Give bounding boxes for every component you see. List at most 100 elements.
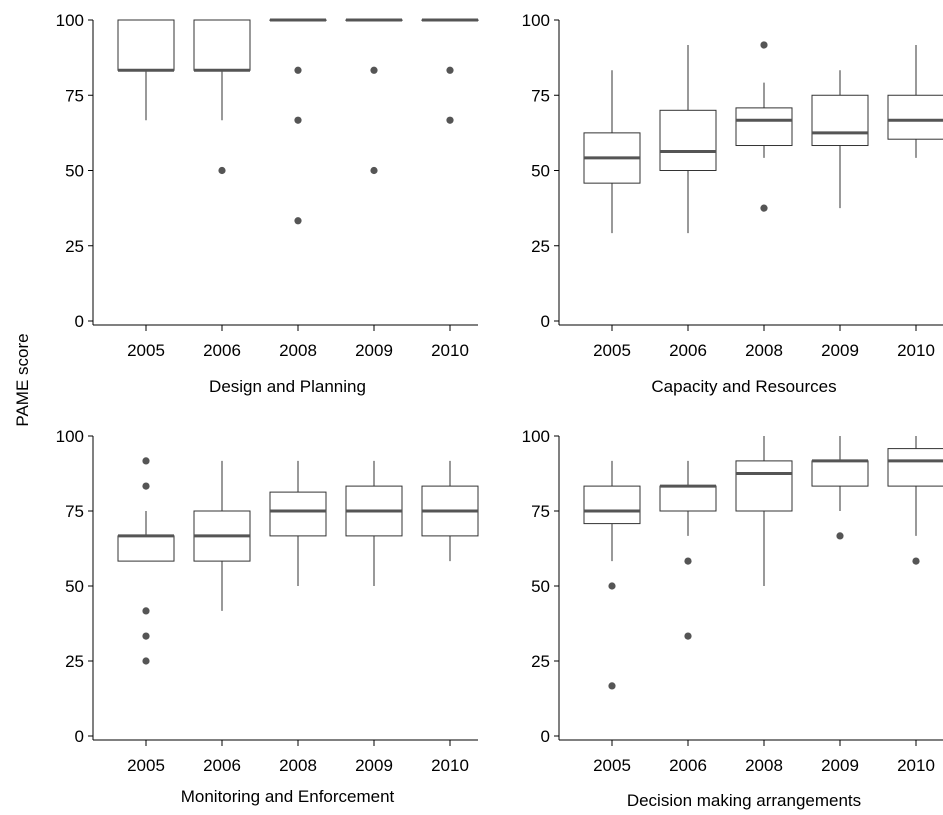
x-tick-label: 2008 bbox=[745, 756, 783, 775]
x-axis-label: Monitoring and Enforcement bbox=[181, 787, 395, 806]
outlier-point bbox=[294, 217, 302, 225]
outlier-point bbox=[684, 557, 692, 565]
iqr-box bbox=[887, 94, 943, 140]
iqr-box bbox=[117, 535, 175, 562]
y-tick-label: 0 bbox=[75, 727, 84, 746]
x-tick-label: 2005 bbox=[127, 341, 165, 360]
x-tick-label: 2008 bbox=[279, 341, 317, 360]
x-tick-label: 2009 bbox=[355, 756, 393, 775]
x-tick-label: 2006 bbox=[203, 341, 241, 360]
outlier-point bbox=[608, 682, 616, 690]
y-tick-label: 75 bbox=[531, 86, 550, 105]
box-2005: 2005 bbox=[583, 70, 641, 360]
y-tick-label: 0 bbox=[541, 312, 550, 331]
y-tick-label: 25 bbox=[531, 652, 550, 671]
y-tick-label: 50 bbox=[65, 577, 84, 596]
x-tick-label: 2009 bbox=[821, 756, 859, 775]
y-tick-label: 75 bbox=[531, 502, 550, 521]
box-2009: 2009 bbox=[345, 18, 403, 360]
x-tick-label: 2010 bbox=[431, 756, 469, 775]
x-tick-label: 2008 bbox=[279, 756, 317, 775]
outlier-point bbox=[370, 166, 378, 175]
x-tick-label: 2005 bbox=[127, 756, 165, 775]
outlier-point bbox=[294, 116, 302, 124]
iqr-box bbox=[117, 19, 175, 71]
x-tick-label: 2005 bbox=[593, 756, 631, 775]
x-tick-label: 2010 bbox=[431, 341, 469, 360]
y-tick-label: 100 bbox=[56, 427, 84, 446]
iqr-box bbox=[735, 460, 793, 512]
panel-3: 0 25 50 75 100 2005 2006 2008 2009 2010 Monitoring… bbox=[56, 427, 479, 806]
y-tick-label: 75 bbox=[65, 86, 84, 105]
y-tick-label: 75 bbox=[65, 502, 84, 521]
iqr-box bbox=[193, 19, 251, 71]
x-tick-label: 2005 bbox=[593, 341, 631, 360]
iqr-box bbox=[811, 94, 869, 147]
outlier-point bbox=[684, 632, 692, 640]
y-axis-label: PAME score bbox=[13, 333, 32, 426]
outlier-point bbox=[370, 66, 378, 74]
outlier-point bbox=[218, 166, 226, 175]
outlier-point bbox=[760, 204, 768, 212]
x-tick-label: 2010 bbox=[897, 341, 935, 360]
x-tick-label: 2008 bbox=[745, 341, 783, 360]
box-2008: 2008 bbox=[269, 460, 327, 775]
x-tick-label: 2006 bbox=[669, 756, 707, 775]
y-tick-label: 100 bbox=[522, 11, 550, 30]
x-tick-label: 2009 bbox=[821, 341, 859, 360]
outlier-point bbox=[912, 557, 920, 565]
outlier-point bbox=[294, 66, 302, 74]
outlier-point bbox=[142, 482, 150, 490]
y-tick-label: 100 bbox=[522, 427, 550, 446]
y-tick-label: 25 bbox=[531, 237, 550, 256]
x-tick-label: 2010 bbox=[897, 756, 935, 775]
box-2006: 2006 bbox=[193, 19, 251, 360]
box-2005: 2005 bbox=[117, 457, 175, 775]
panels: 0 25 50 75 100 2005 2006 2008 2009 2010 Design and… bbox=[56, 11, 943, 810]
box-2010: 2010 bbox=[421, 18, 479, 360]
outlier-point bbox=[142, 607, 150, 615]
outlier-point bbox=[446, 116, 454, 124]
box-2008: 2008 bbox=[269, 18, 327, 360]
box-2006: 2006 bbox=[659, 460, 717, 775]
box-2006: 2006 bbox=[193, 460, 251, 775]
y-tick-label: 100 bbox=[56, 11, 84, 30]
iqr-box bbox=[811, 460, 869, 487]
panel-2: 0 25 50 75 100 2005 2006 2008 2009 2010 Capacity a… bbox=[522, 11, 943, 396]
y-tick-label: 50 bbox=[65, 162, 84, 181]
box-2010: 2010 bbox=[421, 460, 479, 775]
y-tick-label: 50 bbox=[531, 577, 550, 596]
box-2008: 2008 bbox=[735, 436, 793, 775]
outlier-point bbox=[836, 532, 844, 540]
box-2006: 2006 bbox=[659, 44, 717, 360]
y-tick-label: 25 bbox=[65, 652, 84, 671]
iqr-box bbox=[583, 485, 641, 525]
y-tick-label: 50 bbox=[531, 162, 550, 181]
box-2010: 2010 bbox=[887, 436, 943, 775]
outlier-point bbox=[142, 457, 150, 465]
x-axis-label: Decision making arrangements bbox=[627, 791, 861, 810]
x-tick-label: 2006 bbox=[669, 341, 707, 360]
outlier-point bbox=[142, 632, 150, 640]
y-tick-label: 25 bbox=[65, 237, 84, 256]
outlier-point bbox=[446, 66, 454, 74]
box-2009: 2009 bbox=[811, 436, 869, 775]
iqr-box bbox=[735, 107, 793, 147]
y-tick-label: 0 bbox=[75, 312, 84, 331]
box-2005: 2005 bbox=[117, 19, 175, 360]
x-axis-label: Capacity and Resources bbox=[651, 377, 836, 396]
iqr-box bbox=[887, 448, 943, 487]
iqr-box bbox=[659, 485, 717, 512]
y-tick-label: 0 bbox=[541, 727, 550, 746]
panel-4: 0 25 50 75 100 2005 2006 2008 2009 2010 Decision m… bbox=[522, 427, 943, 810]
outlier-point bbox=[142, 657, 150, 665]
x-tick-label: 2006 bbox=[203, 756, 241, 775]
iqr-box bbox=[269, 491, 327, 537]
box-2008: 2008 bbox=[735, 41, 793, 360]
box-2009: 2009 bbox=[811, 70, 869, 360]
outlier-point bbox=[760, 41, 768, 49]
x-axis-label: Design and Planning bbox=[209, 377, 366, 396]
box-2005: 2005 bbox=[583, 460, 641, 775]
outlier-point bbox=[608, 582, 616, 590]
